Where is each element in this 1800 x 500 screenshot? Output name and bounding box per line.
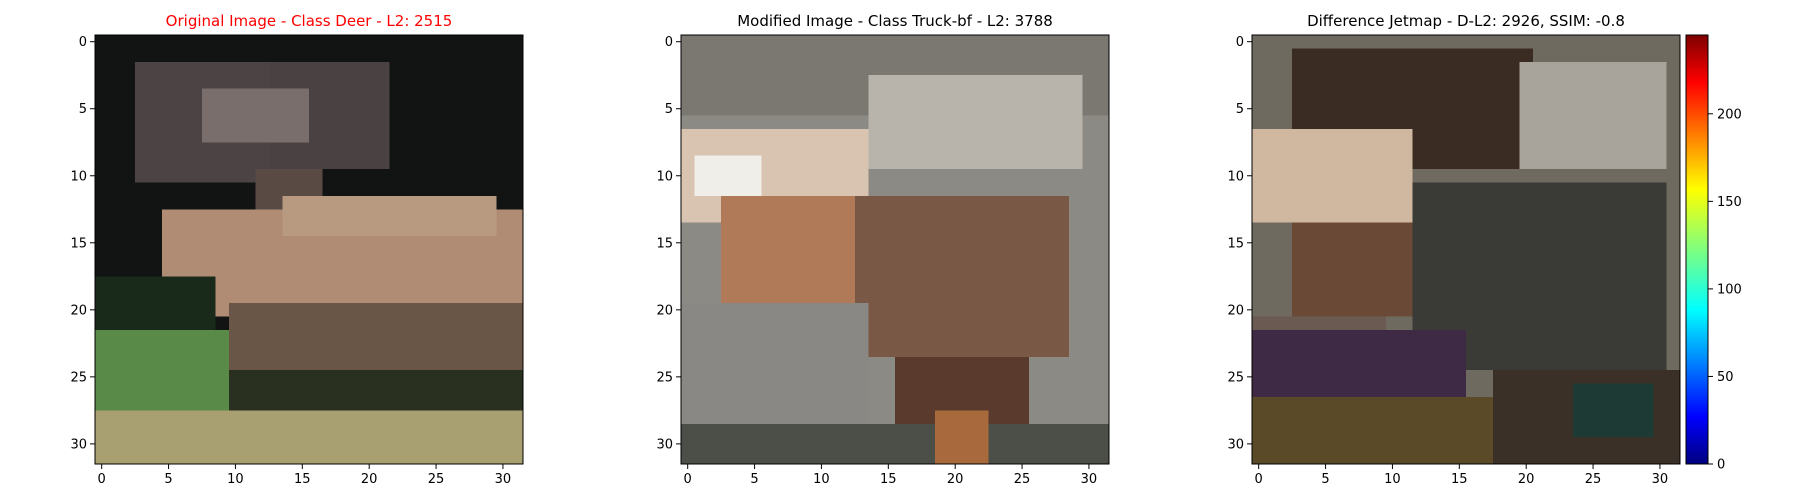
colorbar-tick-label: 200 — [1717, 107, 1742, 122]
x-tick-label: 15 — [880, 472, 897, 487]
y-tick-label: 20 — [70, 303, 87, 318]
y-tick-label: 10 — [70, 169, 87, 184]
y-tick-label: 30 — [1227, 437, 1244, 452]
chart-title: Original Image - Class Deer - L2: 2515 — [166, 12, 453, 30]
axes-frame — [680, 34, 1110, 465]
x-tick-label: 5 — [1321, 472, 1329, 487]
y-tick-label: 30 — [656, 437, 673, 452]
chart-title: Difference Jetmap - D-L2: 2926, SSIM: -0… — [1307, 12, 1625, 30]
image — [1252, 35, 1680, 464]
x-tick-label: 30 — [495, 472, 512, 487]
x-tick-label: 10 — [1384, 472, 1401, 487]
axes-frame — [1251, 34, 1681, 465]
image — [95, 35, 523, 464]
y-tick-label: 5 — [79, 102, 87, 117]
axes-frame — [94, 34, 524, 465]
y-tick-label: 30 — [70, 437, 87, 452]
x-tick-label: 25 — [1585, 472, 1602, 487]
x-tick-label: 0 — [98, 472, 106, 487]
x-tick-label: 25 — [1014, 472, 1031, 487]
colorbar-tick-label: 150 — [1717, 195, 1742, 210]
x-tick-label: 10 — [227, 472, 244, 487]
x-tick-label: 15 — [1451, 472, 1468, 487]
colorbar-tick-label: 50 — [1717, 370, 1734, 385]
x-tick-label: 5 — [750, 472, 758, 487]
y-tick-label: 0 — [665, 35, 673, 50]
x-tick-label: 30 — [1652, 472, 1669, 487]
x-tick-label: 25 — [428, 472, 445, 487]
colorbar — [1685, 34, 1709, 465]
y-tick-label: 15 — [1227, 236, 1244, 251]
y-tick-label: 15 — [656, 236, 673, 251]
x-tick-label: 10 — [813, 472, 830, 487]
x-tick-label: 20 — [1518, 472, 1535, 487]
image — [681, 35, 1109, 464]
x-tick-label: 15 — [294, 472, 311, 487]
colorbar-tick-label: 0 — [1717, 458, 1725, 473]
y-tick-label: 20 — [1227, 303, 1244, 318]
y-tick-label: 5 — [665, 102, 673, 117]
y-tick-label: 20 — [656, 303, 673, 318]
x-tick-label: 20 — [361, 472, 378, 487]
y-tick-label: 0 — [1236, 35, 1244, 50]
y-tick-label: 25 — [1227, 370, 1244, 385]
y-tick-label: 15 — [70, 236, 87, 251]
y-tick-label: 10 — [1227, 169, 1244, 184]
chart-title: Modified Image - Class Truck-bf - L2: 37… — [737, 12, 1053, 30]
x-tick-label: 0 — [1255, 472, 1263, 487]
colorbar-tick-label: 100 — [1717, 282, 1742, 297]
x-tick-label: 30 — [1081, 472, 1098, 487]
x-tick-label: 20 — [947, 472, 964, 487]
y-tick-label: 25 — [656, 370, 673, 385]
y-tick-label: 0 — [79, 35, 87, 50]
x-tick-label: 0 — [684, 472, 692, 487]
x-tick-label: 5 — [164, 472, 172, 487]
y-tick-label: 5 — [1236, 102, 1244, 117]
y-tick-label: 25 — [70, 370, 87, 385]
y-tick-label: 10 — [656, 169, 673, 184]
